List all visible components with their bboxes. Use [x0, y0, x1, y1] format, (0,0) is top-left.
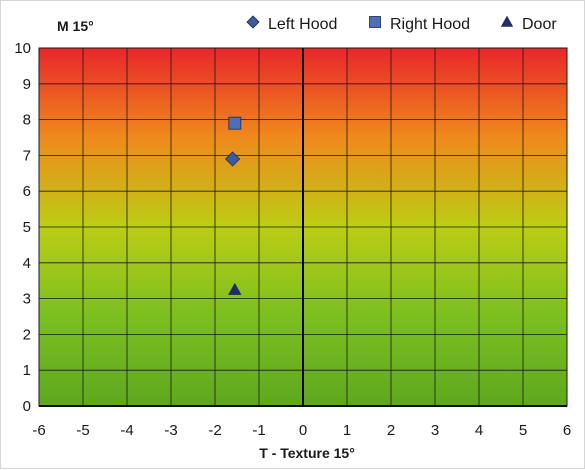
y-tick-label: 0	[23, 398, 31, 415]
data-point-diamond	[225, 151, 241, 167]
x-tick-label: 5	[519, 422, 527, 439]
y-tick-label: 8	[23, 112, 31, 129]
y-tick-label: 9	[23, 76, 31, 93]
x-tick-label: -5	[76, 422, 89, 439]
y-tick-label: 1	[23, 362, 31, 379]
x-tick-label: -2	[208, 422, 221, 439]
x-tick-label: 2	[387, 422, 395, 439]
plot-border	[38, 47, 568, 407]
x-tick-label: 3	[431, 422, 439, 439]
x-tick-label: 0	[299, 422, 307, 439]
data-point-triangle	[228, 282, 242, 295]
x-axis-label: T - Texture 15°	[259, 445, 355, 461]
y-tick-label: 4	[23, 255, 31, 272]
legend-marker-square	[369, 16, 381, 28]
legend-label: Right Hood	[390, 16, 470, 33]
y-tick-label: 5	[23, 219, 31, 236]
data-point-square	[228, 116, 242, 130]
x-tick-label: 4	[475, 422, 483, 439]
x-tick-label: -6	[32, 422, 45, 439]
legend-label: Left Hood	[268, 16, 337, 33]
y-tick-label: 3	[23, 291, 31, 308]
tick-labels: -6 -5 -4 -3 -2 -1 0 1 2 3 4 5 6 0 1 2 3 4 5 6 7 8 9 10	[14, 40, 571, 439]
y-tick-label: 6	[23, 183, 31, 200]
axes	[38, 47, 568, 407]
y-tick-label: 10	[14, 40, 31, 57]
legend: Left Hood Right Hood Door	[246, 15, 557, 33]
x-tick-label: 1	[343, 422, 351, 439]
chart-title: M 15°	[57, 18, 94, 34]
legend-marker-triangle	[500, 15, 514, 27]
x-tick-label: -4	[120, 422, 133, 439]
legend-marker-diamond	[246, 15, 260, 29]
x-tick-label: -3	[164, 422, 177, 439]
legend-label: Door	[522, 16, 557, 33]
x-tick-label: 6	[563, 422, 571, 439]
y-tick-label: 7	[23, 147, 31, 164]
x-tick-label: -1	[252, 422, 265, 439]
data-points	[225, 116, 242, 295]
y-tick-label: 2	[23, 326, 31, 343]
